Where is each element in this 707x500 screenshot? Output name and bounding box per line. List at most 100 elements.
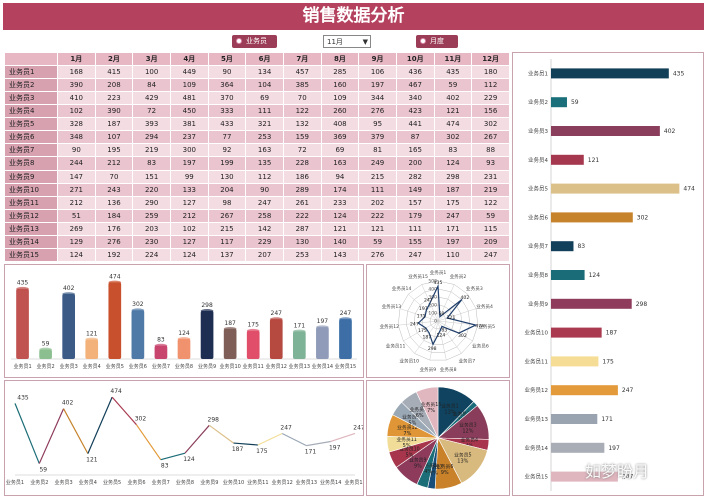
tick-label: 业务员1 — [528, 69, 548, 77]
data-label: 474 — [109, 273, 121, 280]
data-label: 298 — [208, 416, 220, 423]
data-label: 247 — [280, 424, 292, 431]
data-label: 121 — [86, 330, 98, 337]
value-cell: 369 — [320, 130, 360, 145]
value-cell: 122 — [282, 104, 322, 119]
radar-data-label: 124 — [437, 333, 446, 339]
tick-label: 业务员7 — [152, 363, 170, 370]
value-cell: 429 — [132, 91, 171, 106]
value-cell: 247 — [471, 247, 510, 263]
value-cell: 259 — [132, 208, 171, 223]
data-label: 302 — [132, 301, 144, 308]
radio-salesperson[interactable]: 业务员 — [232, 35, 277, 48]
radio-monthly[interactable]: 月度 — [416, 35, 458, 48]
bar-cap — [292, 329, 306, 334]
value-cell: 212 — [57, 195, 96, 210]
tick-label: 业务员13 — [525, 415, 549, 423]
radio-monthly-label: 月度 — [430, 37, 444, 45]
data-label: 171 — [601, 416, 613, 423]
bar — [551, 183, 680, 194]
value-cell: 433 — [207, 117, 247, 132]
pie-percent-label: 5% — [408, 420, 416, 426]
pie-percent-label: 5% — [406, 453, 414, 459]
table-header-month: 10月 — [395, 52, 435, 66]
table-header-month: 1月 — [57, 52, 96, 66]
tick-label: 业务员7 — [152, 479, 170, 486]
data-label: 247 — [353, 424, 363, 431]
radar-spoke — [437, 320, 473, 342]
value-cell: 175 — [433, 195, 473, 210]
value-cell: 143 — [320, 247, 360, 263]
value-cell: 249 — [358, 156, 397, 171]
radar-category-label: 业务员9 — [419, 366, 436, 373]
line-segment — [135, 424, 162, 461]
value-cell: 215 — [207, 221, 247, 236]
value-cell: 159 — [282, 130, 322, 145]
line-segment — [257, 432, 283, 446]
bar-cap — [85, 337, 99, 342]
value-cell: 77 — [207, 130, 247, 145]
value-cell: 247 — [245, 195, 284, 210]
tick-label: 业务员2 — [37, 363, 55, 370]
tick-label: 业务员13 — [289, 363, 310, 370]
value-cell: 474 — [433, 117, 473, 132]
value-cell: 70 — [282, 91, 322, 106]
tick-label: 业务员8 — [176, 479, 194, 486]
radar-category-label: 业务员6 — [472, 343, 489, 350]
tick-label: 业务员9 — [528, 300, 549, 308]
radar-series-line — [417, 283, 478, 346]
value-cell: 165 — [395, 143, 435, 158]
bar — [551, 327, 602, 338]
value-cell: 222 — [358, 208, 397, 223]
data-label: 298 — [201, 302, 213, 309]
value-cell: 481 — [169, 91, 209, 106]
bar-cap — [154, 343, 168, 348]
value-cell: 72 — [282, 143, 322, 158]
bar-cap — [177, 337, 191, 341]
bar-cap — [339, 317, 352, 321]
bar-chart-panel: 435 业务员1 59 业务员2 402 业务员3 121 业务员4 474 业务员5 302 业务员… — [4, 264, 364, 378]
value-cell: 88 — [471, 143, 510, 158]
value-cell: 244 — [57, 156, 96, 171]
value-cell: 219 — [132, 143, 171, 158]
value-cell: 457 — [282, 64, 322, 80]
line-segment — [184, 424, 210, 454]
data-label: 435 — [17, 394, 29, 401]
radar-data-label: 247 — [410, 321, 419, 327]
value-cell: 69 — [320, 143, 360, 158]
data-label: 124 — [178, 330, 190, 337]
table-header-row: 1月 2月 3月 4月 5月 6月 7月 8月 9月 10月 11月 12月 — [4, 52, 510, 66]
row-name-cell: 业务员5 — [4, 117, 58, 132]
month-select[interactable]: 11月 ▼ — [323, 35, 371, 48]
tick-label: 业务员8 — [175, 363, 193, 370]
line-segment — [111, 396, 137, 426]
row-name-cell: 业务员15 — [4, 247, 58, 263]
value-cell: 110 — [433, 247, 473, 263]
value-cell: 93 — [471, 156, 510, 171]
value-cell: 253 — [245, 130, 284, 145]
bar-cap — [246, 328, 260, 333]
pie-category-label: 业务员2 — [453, 411, 470, 418]
radar-data-label: 83 — [441, 328, 447, 334]
bar — [551, 270, 585, 280]
data-label: 402 — [63, 285, 75, 292]
value-cell: 328 — [57, 117, 96, 132]
pie-category-label: 业务员13 — [402, 413, 423, 420]
pie-percent-label: 5% — [403, 443, 411, 449]
value-cell: 197 — [169, 156, 209, 171]
value-cell: 298 — [433, 169, 473, 184]
value-cell: 83 — [132, 156, 171, 171]
pie-chart-panel: 业务员113%业务员22%业务员312%业务员44%业务员513%业务员69%业… — [366, 380, 510, 496]
bar — [131, 310, 145, 359]
row-name-cell: 业务员12 — [4, 208, 58, 223]
tick-label: 业务员9 — [198, 363, 216, 370]
radar-data-label: 187 — [422, 334, 431, 340]
tick-label: 业务员8 — [528, 271, 549, 279]
value-cell: 98 — [207, 195, 247, 210]
data-label: 124 — [589, 272, 601, 279]
table-header-month: 7月 — [282, 52, 322, 66]
value-cell: 106 — [358, 64, 397, 80]
value-cell: 115 — [471, 221, 510, 236]
value-cell: 90 — [57, 143, 96, 158]
radar-data-label: 298 — [428, 346, 437, 352]
